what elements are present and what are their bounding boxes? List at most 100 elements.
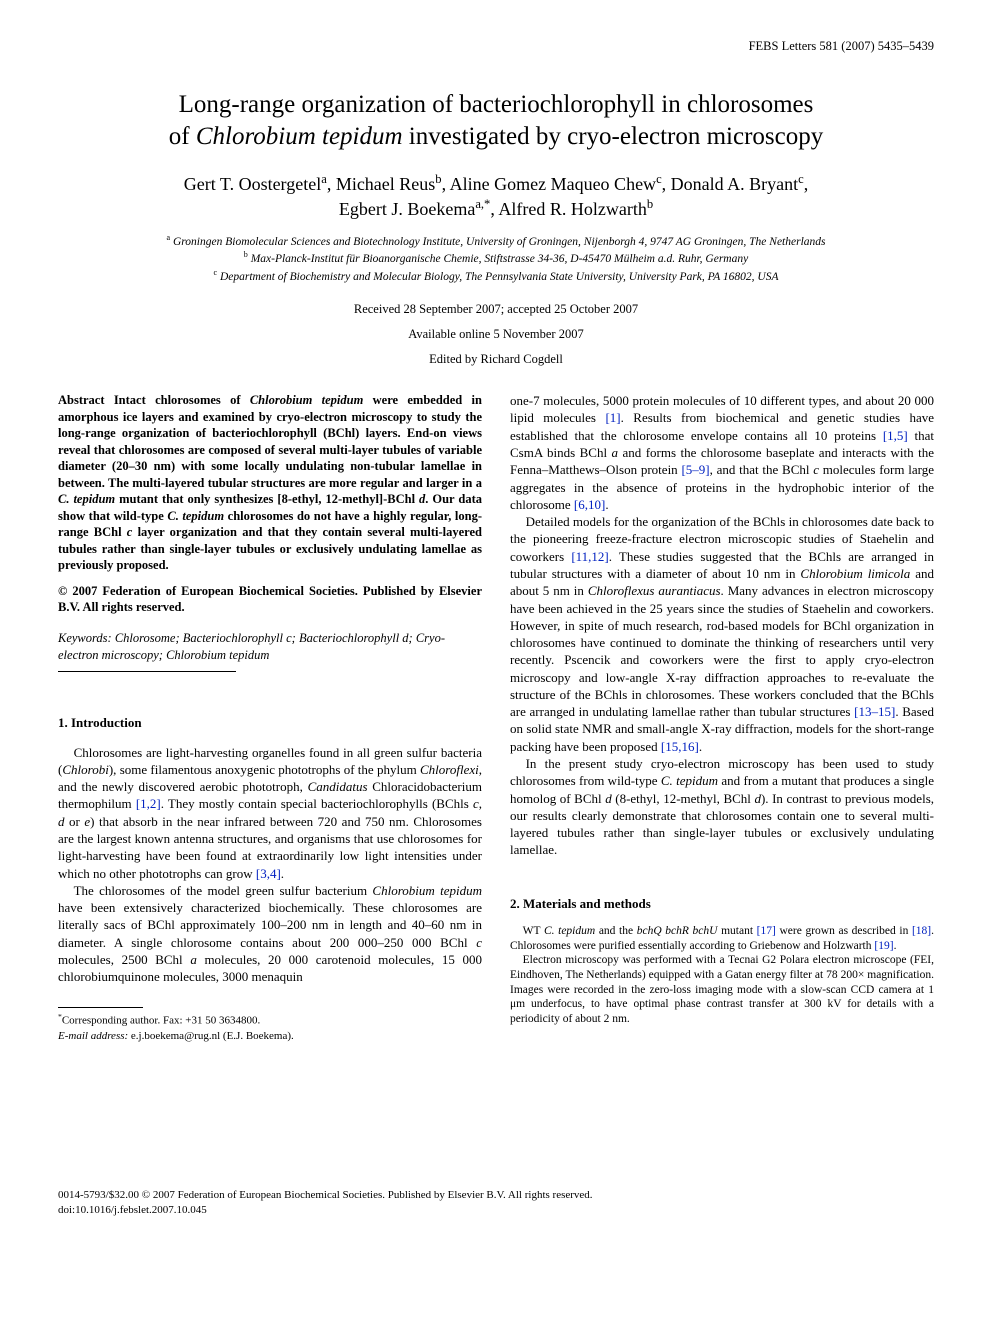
- author-2-sup: b: [435, 172, 441, 186]
- abs-i2: C. tepidum: [58, 492, 115, 506]
- ip3z: .: [699, 739, 702, 754]
- ip2r2[interactable]: [1,5]: [883, 428, 908, 443]
- title-line-1: Long-range organization of bacteriochlor…: [179, 91, 814, 118]
- editor-line: Edited by Richard Cogdell: [429, 352, 563, 366]
- keywords: Keywords: Chlorosome; Bacteriochlorophyl…: [58, 630, 482, 664]
- intro-para-4: In the present study cryo-electron micro…: [510, 755, 934, 859]
- date-online: Available online 5 November 2007: [408, 327, 583, 341]
- ip2z: .: [605, 497, 608, 512]
- ip3d: . Many advances in electron microscopy h…: [510, 583, 934, 719]
- abs-i1: Chlorobium tepidum: [250, 393, 364, 407]
- footnote-email-label: E-mail address:: [58, 1030, 128, 1042]
- author-5-sup: a,*: [475, 197, 490, 211]
- ip2i1: Chlorobium tepidum: [372, 883, 482, 898]
- ip4i1: C. tepidum: [661, 773, 718, 788]
- ip3r3[interactable]: [15,16]: [661, 739, 699, 754]
- two-column-body: Abstract Intact chlorosomes of Chlorobiu…: [58, 392, 934, 1172]
- keywords-label: Keywords:: [58, 631, 112, 645]
- kw-2: ; Bacteriochlorophyll: [292, 631, 403, 645]
- ip2r1[interactable]: [1]: [605, 410, 620, 425]
- bottom-line-2: doi:10.1016/j.febslet.2007.10.045: [58, 1204, 207, 1216]
- ip2r3[interactable]: [5–9]: [681, 462, 709, 477]
- abstract-text: Abstract Intact chlorosomes of Chlorobiu…: [58, 392, 482, 574]
- section-intro-heading: 1. Introduction: [58, 714, 482, 731]
- author-1: Gert T. Oostergetel: [184, 174, 321, 194]
- author-3: Aline Gomez Maqueo Chew: [450, 174, 656, 194]
- author-5: Egbert J. Boekema: [339, 199, 475, 219]
- methods-para-1: WT C. tepidum and the bchQ bchR bchU mut…: [510, 924, 934, 953]
- abstract-copyright: © 2007 Federation of European Biochemica…: [58, 583, 482, 616]
- affil-c: Department of Biochemistry and Molecular…: [220, 271, 779, 283]
- affil-c-sup: c: [214, 268, 218, 277]
- corresponding-author-footnote: *Corresponding author. Fax: +31 50 36348…: [58, 1012, 482, 1043]
- ip3i2: Chloroflexus aurantiacus: [588, 583, 721, 598]
- author-6-sup: b: [647, 197, 653, 211]
- author-3-sup: c: [656, 172, 662, 186]
- abs-i4: C. tepidum: [167, 509, 224, 523]
- ip1e: . They mostly contain special bacterioch…: [161, 796, 473, 811]
- article-dates: Received 28 September 2007; accepted 25 …: [58, 297, 934, 372]
- ip1r2[interactable]: [3,4]: [256, 866, 281, 881]
- ip3r1[interactable]: [11,12]: [571, 549, 608, 564]
- methods-para-2: Electron microscopy was performed with a…: [510, 953, 934, 1027]
- title-line-2-ital: Chlorobium tepidum: [196, 123, 403, 150]
- abs-t2: were embedded in amorphous ice layers an…: [58, 393, 482, 490]
- kw-1: Chlorosome; Bacteriochlorophyll: [112, 631, 286, 645]
- article-title: Long-range organization of bacteriochlor…: [58, 89, 934, 153]
- ip3i1: Chlorobium limicola: [800, 566, 910, 581]
- author-6: Alfred R. Holzwarth: [498, 199, 646, 219]
- ip1b: ), some filamentous anoxygenic phototrop…: [109, 762, 420, 777]
- ip4c: (8-ethyl, 12-methyl, BChl: [612, 791, 755, 806]
- mp1r2[interactable]: [18]: [912, 925, 931, 937]
- ip2b: have been extensively characterized bioc…: [58, 900, 482, 950]
- mp1d: were grown as described in: [776, 925, 912, 937]
- title-line-2-pre: of: [169, 123, 196, 150]
- intro-para-1: Chlorosomes are light-harvesting organel…: [58, 744, 482, 882]
- ip1i2: Chloroflexi: [420, 762, 479, 777]
- mp1i1: C. tepidum: [544, 925, 595, 937]
- bottom-line-1: 0014-5793/$32.00 © 2007 Federation of Eu…: [58, 1189, 593, 1201]
- affil-a: Groningen Biomolecular Sciences and Biot…: [173, 236, 826, 248]
- mp1z: .: [894, 940, 897, 952]
- ip1i3: Candidatus: [308, 779, 368, 794]
- abs-t1: Abstract Intact chlorosomes of: [58, 393, 250, 407]
- ip1g: or: [65, 814, 85, 829]
- bottom-copyright: 0014-5793/$32.00 © 2007 Federation of Eu…: [58, 1188, 934, 1218]
- mp1a: WT: [523, 925, 544, 937]
- mp1b: and the: [595, 925, 637, 937]
- footnote-corr: Corresponding author. Fax: +31 50 363480…: [62, 1015, 260, 1027]
- ip3r2[interactable]: [13–15]: [854, 704, 895, 719]
- affil-a-sup: a: [167, 233, 171, 242]
- date-received: Received 28 September 2007; accepted 25 …: [354, 302, 638, 316]
- ip1z: .: [281, 866, 284, 881]
- title-line-2-post: investigated by cryo-electron microscopy: [403, 123, 824, 150]
- ip2r4[interactable]: [6,10]: [574, 497, 605, 512]
- author-4: Donald A. Bryant: [671, 174, 799, 194]
- mp1c: mutant: [717, 925, 756, 937]
- mp1r1[interactable]: [17]: [757, 925, 776, 937]
- ip1f: ,: [479, 796, 482, 811]
- ip2i: , and that the BChl: [710, 462, 814, 477]
- ip1i1: Chlorobi: [62, 762, 108, 777]
- keywords-rule: [58, 671, 236, 672]
- journal-reference: FEBS Letters 581 (2007) 5435–5439: [58, 38, 934, 55]
- author-list: Gert T. Oostergetela, Michael Reusb, Ali…: [58, 171, 934, 222]
- abs-t3: mutant that only synthesizes [8-ethyl, 1…: [115, 492, 419, 506]
- footnote-rule: [58, 1007, 143, 1008]
- intro-para-2-col2: one-7 molecules, 5000 protein molecules …: [510, 392, 934, 513]
- mp1r3[interactable]: [19]: [874, 940, 893, 952]
- ip2a: The chlorosomes of the model green sulfu…: [74, 883, 373, 898]
- affiliations: a Groningen Biomolecular Sciences and Bi…: [58, 233, 934, 285]
- author-2: Michael Reus: [336, 174, 435, 194]
- mp1i2: bchQ bchR bchU: [637, 925, 718, 937]
- intro-para-2-col1: The chlorosomes of the model green sulfu…: [58, 882, 482, 986]
- ip2i2: c: [476, 935, 482, 950]
- intro-para-3: Detailed models for the organization of …: [510, 513, 934, 755]
- footnote-email: e.j.boekema@rug.nl (E.J. Boekema).: [128, 1030, 294, 1042]
- author-4-sup: c: [798, 172, 804, 186]
- ip1r1[interactable]: [1,2]: [136, 796, 161, 811]
- kw-i3: Chlorobium tepidum: [166, 648, 269, 662]
- section-methods-heading: 2. Materials and methods: [510, 895, 934, 912]
- author-1-sup: a: [321, 172, 327, 186]
- ip2c: molecules, 2500 BChl: [58, 952, 190, 967]
